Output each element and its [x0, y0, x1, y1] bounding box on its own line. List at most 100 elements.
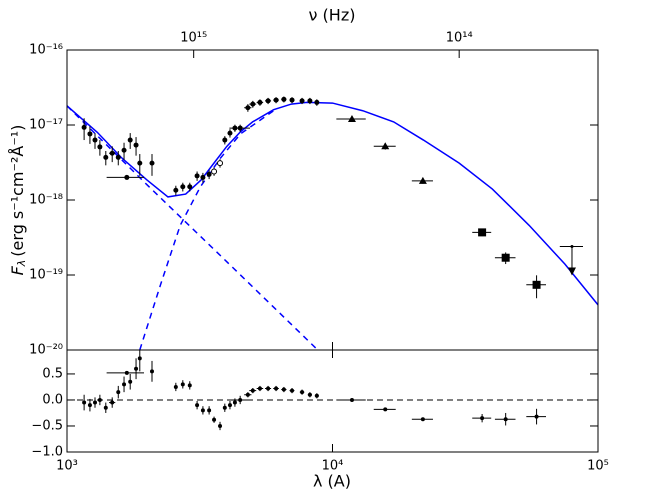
residual-frame [66, 349, 599, 453]
residual-point [195, 403, 200, 408]
residual-point [383, 407, 388, 412]
res-tick-label: 0.5 [42, 366, 63, 381]
point [418, 176, 427, 184]
point [222, 137, 228, 143]
residual-point [349, 397, 354, 402]
residual-point [250, 388, 255, 393]
residual-point [266, 386, 271, 391]
residual-point [503, 417, 508, 422]
x-tick-label: 10⁵ [587, 459, 609, 474]
residual-point [200, 408, 205, 413]
res-tick-label: −1.0 [31, 445, 63, 460]
residual-point [116, 390, 121, 395]
upper-limit [567, 244, 576, 276]
point [381, 142, 390, 150]
model-curve [67, 101, 598, 306]
residual-point [82, 400, 87, 405]
y-tick-label: 10⁻¹⁸ [29, 193, 63, 208]
x-tick-label: 10³ [56, 459, 78, 474]
model-curve [139, 110, 275, 350]
point [127, 137, 133, 143]
residual-point [480, 416, 485, 421]
residual-point [87, 403, 92, 408]
residual-point [420, 417, 425, 422]
point [237, 125, 243, 131]
point [250, 101, 256, 107]
residual-point [222, 405, 227, 410]
data-points [81, 96, 583, 299]
main-frame [66, 49, 599, 351]
residual-point [122, 382, 127, 387]
point [200, 174, 206, 180]
residual-point [180, 382, 185, 387]
residual-point [218, 423, 223, 428]
point [281, 96, 287, 102]
residual-point [103, 405, 108, 410]
top-tick-label: 10¹⁴ [446, 31, 473, 46]
point [92, 137, 98, 143]
y-tick-label: 10⁻¹⁷ [29, 118, 63, 133]
residual-point [257, 386, 262, 391]
point [265, 98, 271, 104]
point [194, 173, 200, 179]
y-tick-label: 10⁻¹⁹ [29, 268, 63, 283]
models [67, 101, 598, 350]
residual-point [314, 393, 319, 398]
residual-point [212, 417, 217, 422]
residual-point [281, 387, 286, 392]
point [109, 150, 115, 156]
point [97, 144, 103, 150]
plot-layer: 10³ 10⁴ 10⁵ 10¹⁵ 10¹⁴ 10⁻²⁰ 10⁻¹⁹ 10⁻¹⁸ 10⁻¹⁷ 10⁻… [29, 31, 609, 474]
residual-point [232, 400, 237, 405]
point [478, 228, 487, 237]
top-axis-label: ν (Hz) [309, 6, 356, 25]
residual-point [93, 400, 98, 405]
point [227, 130, 233, 136]
residual-point [290, 388, 295, 393]
residual-point [128, 379, 133, 384]
point [307, 98, 313, 104]
residual-point [207, 408, 212, 413]
res-tick-label: −0.5 [31, 418, 63, 433]
point [124, 174, 130, 180]
residual-point [245, 392, 250, 397]
residual-point [238, 397, 243, 402]
residual-point [187, 383, 192, 388]
residual-point [274, 386, 279, 391]
point [211, 168, 218, 175]
x-tick-label: 10⁴ [322, 459, 344, 474]
point [532, 280, 541, 289]
residual-point [300, 390, 305, 395]
point [501, 253, 510, 262]
point [347, 115, 356, 123]
point [187, 184, 193, 190]
point [245, 105, 251, 111]
point [103, 154, 109, 160]
point [137, 160, 143, 166]
residual-point [173, 384, 178, 389]
point [273, 97, 279, 103]
model-curve [67, 105, 319, 350]
residual-point [137, 356, 142, 361]
y-tick-label: 10⁻²⁰ [29, 343, 63, 358]
point [217, 160, 224, 167]
point [149, 160, 155, 166]
point [299, 98, 305, 104]
residual-points [82, 350, 546, 431]
residual-point [307, 392, 312, 397]
point [81, 124, 87, 130]
y-tick-label: 10⁻¹⁶ [29, 43, 63, 58]
res-tick-label: 0.0 [42, 392, 63, 407]
top-tick-label: 10¹⁵ [180, 31, 207, 46]
point [257, 99, 263, 105]
point [314, 99, 320, 105]
residual-point [124, 370, 129, 375]
point [115, 154, 121, 160]
y-label-sub: λ [15, 260, 28, 268]
point [180, 184, 186, 190]
point [289, 97, 295, 103]
upper-limit-head [567, 267, 576, 276]
y-axis-label: Fλ (erg s⁻¹cm⁻²Å⁻¹) [8, 125, 29, 276]
point [133, 142, 139, 148]
